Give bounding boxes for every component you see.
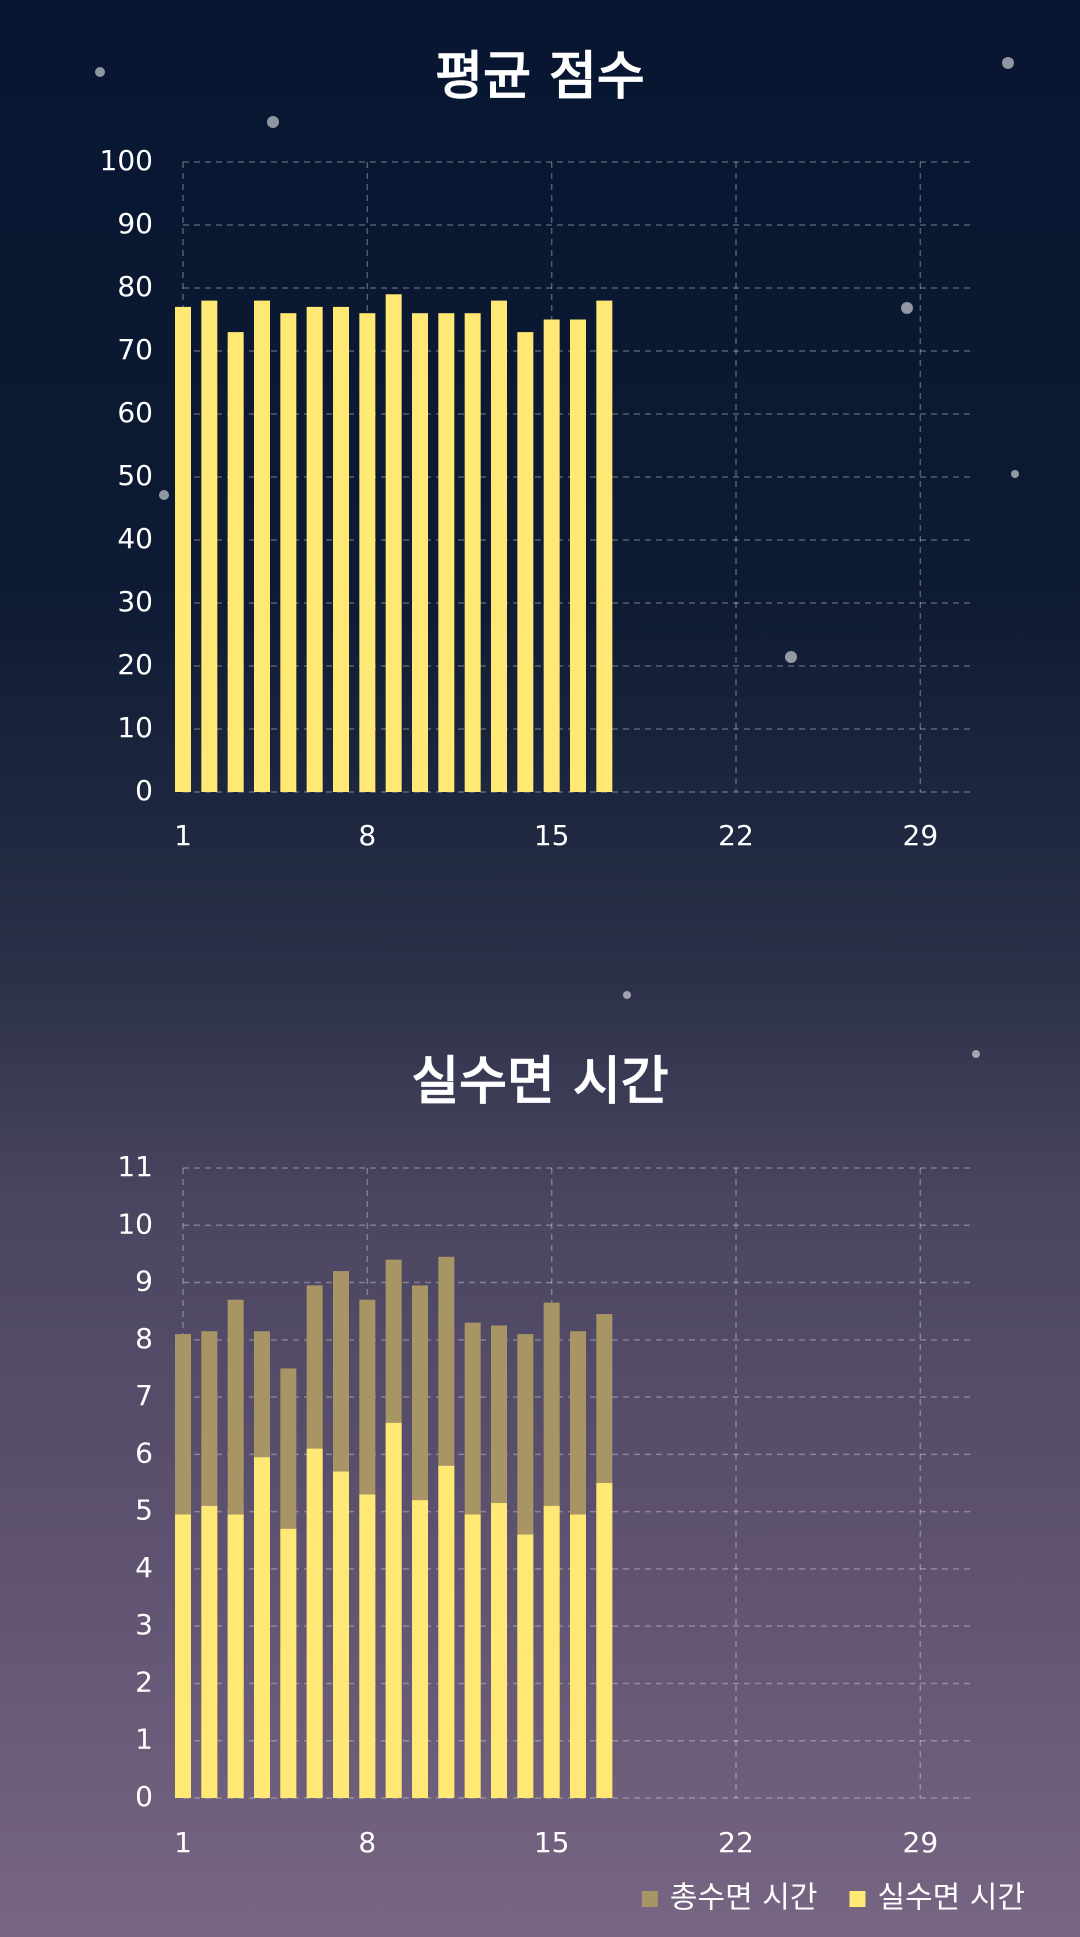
- legend-label: 총수면 시간: [670, 1881, 818, 1916]
- y-tick-label: 70: [117, 333, 153, 366]
- chart-title: 평균 점수: [435, 47, 644, 107]
- bar: [175, 1514, 191, 1798]
- bar: [596, 300, 613, 792]
- x-tick-label: 8: [358, 819, 376, 852]
- x-tick-label: 15: [534, 819, 570, 852]
- y-tick-label: 8: [135, 1322, 153, 1355]
- bar: [412, 313, 428, 792]
- bar: [254, 1457, 270, 1798]
- y-tick-label: 0: [135, 774, 153, 807]
- bar: [333, 1471, 349, 1798]
- bar: [359, 1494, 376, 1798]
- bar: [280, 1528, 297, 1798]
- legend-swatch: [849, 1891, 866, 1907]
- bar: [543, 319, 560, 792]
- y-tick-label: 4: [135, 1551, 153, 1584]
- y-tick-label: 10: [117, 1207, 153, 1240]
- y-tick-label: 1: [135, 1723, 153, 1756]
- bar: [517, 332, 534, 792]
- stars: [95, 57, 1019, 1058]
- bar: [254, 300, 270, 792]
- y-tick-label: 5: [135, 1494, 153, 1527]
- y-tick-label: 90: [117, 207, 153, 240]
- bar: [438, 313, 455, 792]
- y-tick-label: 100: [100, 144, 153, 177]
- y-tick-label: 80: [117, 270, 153, 303]
- bar: [464, 313, 481, 792]
- x-tick-label: 29: [903, 1826, 939, 1859]
- legend-label: 실수면 시간: [877, 1881, 1025, 1916]
- bar: [280, 313, 297, 792]
- bar: [570, 319, 586, 792]
- bar: [491, 1503, 507, 1798]
- y-tick-label: 0: [135, 1780, 153, 1813]
- y-tick-label: 10: [117, 711, 153, 744]
- x-tick-label: 1: [174, 1826, 192, 1859]
- y-tick-label: 60: [117, 396, 153, 429]
- x-tick-label: 22: [718, 819, 754, 852]
- bar: [175, 306, 191, 792]
- bar: [333, 306, 349, 792]
- bar: [412, 1500, 428, 1798]
- bar: [227, 332, 244, 792]
- bar: [517, 1534, 534, 1798]
- x-tick-label: 1: [174, 819, 192, 852]
- chart-title: 실수면 시간: [411, 1052, 668, 1112]
- bar: [227, 1514, 244, 1798]
- y-tick-label: 40: [117, 522, 153, 555]
- bar: [306, 306, 323, 792]
- x-tick-label: 15: [534, 1826, 570, 1859]
- x-tick-label: 29: [903, 819, 939, 852]
- bar: [543, 1505, 560, 1798]
- y-tick-label: 50: [117, 459, 153, 492]
- bar: [385, 1422, 402, 1798]
- bar: [570, 1514, 586, 1798]
- bar: [596, 1483, 613, 1798]
- y-tick-label: 9: [135, 1265, 153, 1298]
- x-tick-label: 22: [718, 1826, 754, 1859]
- y-tick-label: 7: [135, 1379, 153, 1412]
- bar: [438, 1465, 455, 1798]
- bar: [201, 1505, 218, 1798]
- x-tick-label: 8: [358, 1826, 376, 1859]
- bar: [359, 313, 376, 792]
- bar: [491, 300, 507, 792]
- bar: [201, 300, 218, 792]
- y-tick-label: 6: [135, 1436, 153, 1469]
- y-tick-label: 11: [117, 1150, 153, 1183]
- legend-swatch: [641, 1891, 658, 1907]
- bar: [385, 294, 402, 792]
- y-tick-label: 30: [117, 585, 153, 618]
- bar: [464, 1514, 481, 1798]
- y-tick-label: 2: [135, 1665, 153, 1698]
- bar: [306, 1448, 323, 1798]
- y-tick-label: 3: [135, 1608, 153, 1641]
- y-tick-label: 20: [117, 648, 153, 681]
